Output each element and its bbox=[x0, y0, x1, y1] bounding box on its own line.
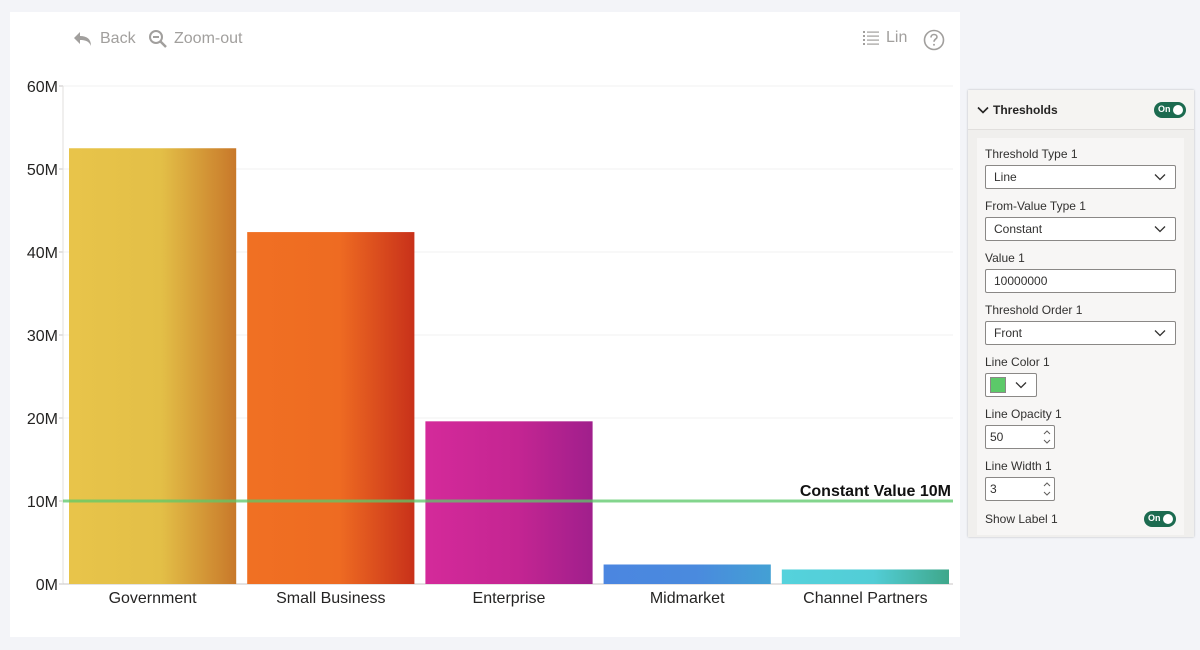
help-button[interactable] bbox=[923, 29, 945, 51]
bar-chart: 0M 10M 20M 30M 40M 50M 60M Government Small Bus… bbox=[27, 79, 953, 607]
back-arrow-icon bbox=[74, 32, 91, 46]
line-opacity-value: 50 bbox=[990, 430, 1004, 444]
y-tick-label: 0M bbox=[36, 577, 58, 594]
y-tick-label: 10M bbox=[27, 494, 58, 511]
chevron-down-icon bbox=[1154, 174, 1166, 181]
stepper-arrows[interactable] bbox=[1042, 428, 1052, 446]
zoom-out-icon bbox=[149, 30, 167, 48]
line-color-label: Line Color 1 bbox=[985, 355, 1050, 369]
stepper-arrows[interactable] bbox=[1042, 480, 1052, 498]
line-opacity-stepper[interactable]: 50 bbox=[985, 425, 1055, 449]
y-tick-label: 20M bbox=[27, 411, 58, 428]
value-input[interactable]: 10000000 bbox=[985, 269, 1176, 293]
threshold-type-dropdown[interactable]: Line bbox=[985, 165, 1176, 189]
color-swatch bbox=[990, 377, 1006, 393]
zoom-out-label: Zoom-out bbox=[174, 30, 243, 47]
chevron-up-icon[interactable] bbox=[1042, 480, 1052, 488]
chevron-down-icon bbox=[977, 106, 989, 114]
thresholds-section-body: Threshold Type 1 Line From-Value Type 1 … bbox=[977, 138, 1184, 535]
thresholds-section-header[interactable]: Thresholds On bbox=[968, 90, 1194, 130]
zoom-out-button[interactable]: Zoom-out bbox=[148, 29, 242, 49]
bar-midmarket[interactable] bbox=[603, 564, 771, 584]
chevron-up-icon[interactable] bbox=[1042, 428, 1052, 436]
threshold-order-label: Threshold Order 1 bbox=[985, 303, 1083, 317]
threshold-order-dropdown[interactable]: Front bbox=[985, 321, 1176, 345]
line-width-stepper[interactable]: 3 bbox=[985, 477, 1055, 501]
y-tick-label: 30M bbox=[27, 328, 58, 345]
threshold-label: Constant Value 10M bbox=[800, 483, 951, 500]
bar-government[interactable] bbox=[69, 148, 237, 584]
back-button[interactable]: Back bbox=[72, 29, 136, 49]
from-value-type-dropdown[interactable]: Constant bbox=[985, 217, 1176, 241]
toggle-knob bbox=[1163, 514, 1173, 524]
linear-scale-button[interactable]: Lin bbox=[862, 29, 907, 47]
threshold-type-label: Threshold Type 1 bbox=[985, 147, 1078, 161]
value-input-text: 10000000 bbox=[994, 274, 1048, 288]
format-pane: Thresholds On Threshold Type 1 Line From… bbox=[968, 90, 1194, 537]
thresholds-toggle[interactable]: On bbox=[1154, 101, 1186, 118]
show-label-label: Show Label 1 bbox=[985, 512, 1058, 526]
back-label: Back bbox=[100, 30, 136, 47]
bar-channel-partners[interactable] bbox=[781, 569, 949, 584]
bar-enterprise[interactable] bbox=[425, 421, 593, 584]
line-opacity-label: Line Opacity 1 bbox=[985, 407, 1062, 421]
linear-scale-label: Lin bbox=[886, 29, 908, 46]
y-tick-label: 60M bbox=[27, 79, 58, 96]
chevron-down-icon[interactable] bbox=[1042, 490, 1052, 498]
chart-visual: Back Zoom-out Lin 0M 10M 20M 30 bbox=[10, 12, 960, 637]
toggle-label: On bbox=[1158, 103, 1171, 114]
from-value-type-value: Constant bbox=[994, 222, 1043, 236]
show-label-toggle[interactable]: On bbox=[1144, 511, 1176, 527]
line-width-value: 3 bbox=[990, 482, 997, 496]
line-width-label: Line Width 1 bbox=[985, 459, 1052, 473]
threshold-order-value: Front bbox=[994, 326, 1023, 340]
chevron-down-icon[interactable] bbox=[1042, 438, 1052, 446]
x-tick-label: Enterprise bbox=[473, 590, 546, 607]
chevron-down-icon bbox=[1015, 382, 1027, 389]
bar-small-business[interactable] bbox=[247, 232, 415, 584]
section-title: Thresholds bbox=[993, 102, 1058, 117]
threshold-type-value: Line bbox=[994, 170, 1017, 184]
show-label-row: Show Label 1 On bbox=[985, 510, 1176, 528]
from-value-type-label: From-Value Type 1 bbox=[985, 199, 1086, 213]
x-tick-label: Channel Partners bbox=[803, 590, 928, 607]
y-tick-label: 50M bbox=[27, 162, 58, 179]
value-label: Value 1 bbox=[985, 251, 1025, 265]
toggle-label: On bbox=[1148, 513, 1161, 523]
x-tick-label: Midmarket bbox=[650, 590, 725, 607]
y-tick-label: 40M bbox=[27, 245, 58, 262]
toggle-knob bbox=[1173, 104, 1183, 115]
list-icon bbox=[863, 31, 879, 45]
x-tick-label: Government bbox=[109, 590, 198, 607]
help-icon bbox=[923, 29, 945, 51]
line-color-picker[interactable] bbox=[985, 373, 1037, 397]
chevron-down-icon bbox=[1154, 330, 1166, 337]
chevron-down-icon bbox=[1154, 226, 1166, 233]
x-tick-label: Small Business bbox=[276, 590, 385, 607]
